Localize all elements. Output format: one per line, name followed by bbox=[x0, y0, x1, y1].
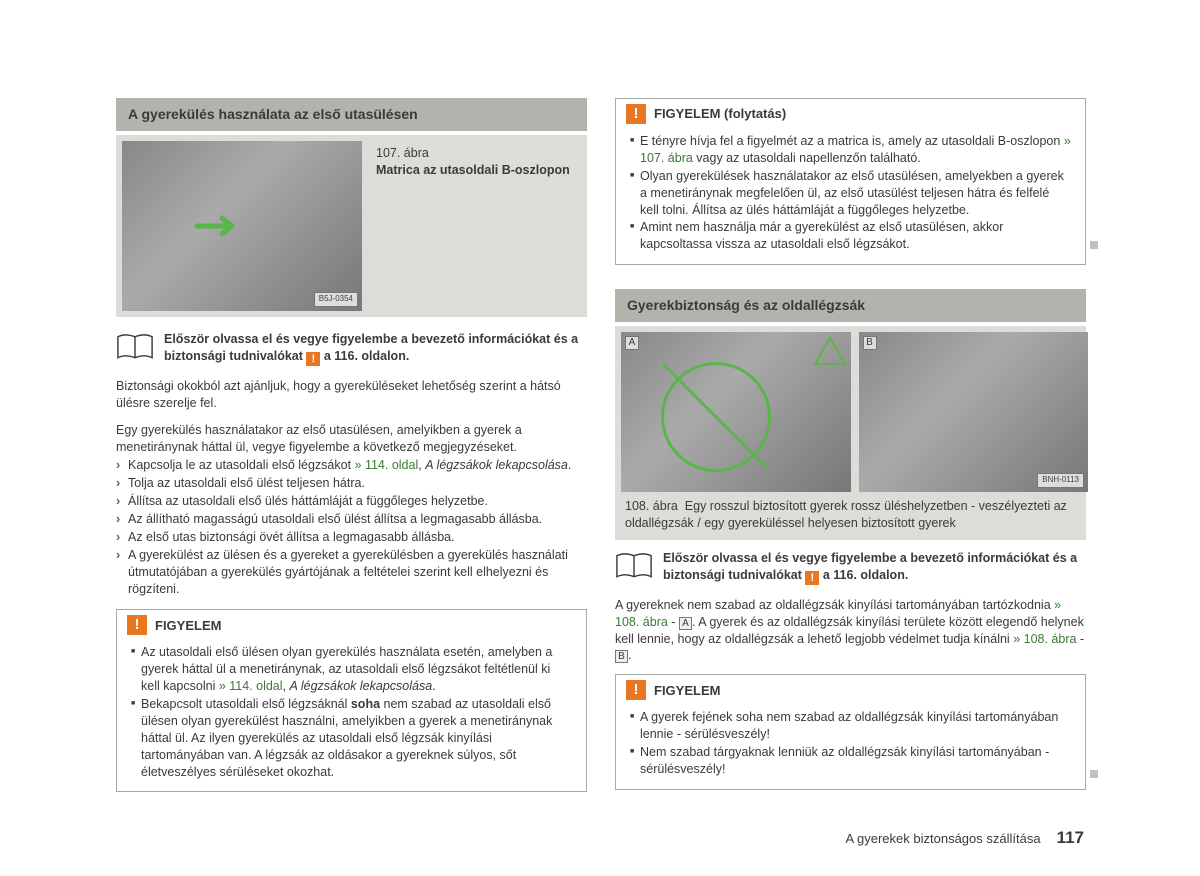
page-footer: A gyerekek biztonságos szállítása 117 bbox=[845, 827, 1084, 850]
book-icon bbox=[615, 552, 653, 585]
letter-box-a: A bbox=[679, 617, 692, 630]
warn-icon: ! bbox=[306, 352, 320, 366]
list-item: ›Kapcsolja le az utasoldali első légzsák… bbox=[116, 457, 587, 474]
warn-item: Az utasoldali első ülésen olyan gyerekül… bbox=[131, 644, 572, 695]
warn-item: A gyerek fejének soha nem szabad az olda… bbox=[630, 709, 1071, 743]
warn-cont-body: E tényre hívja fel a figyelmét az a matr… bbox=[616, 129, 1085, 264]
warn-item: Olyan gyerekülések használatakor az első… bbox=[630, 168, 1071, 219]
info-callout-2: Először olvassa el és vegye figyelembe a… bbox=[615, 550, 1086, 585]
book-icon bbox=[116, 333, 154, 366]
figure-107-image: B5J-0354 bbox=[122, 141, 362, 311]
figure-107: B5J-0354 107. ábra Matrica az utasoldali… bbox=[116, 135, 587, 317]
warn-header-2: ! FIGYELEM bbox=[616, 675, 1085, 705]
warn-item: Amint nem használja már a gyerekülést az… bbox=[630, 219, 1071, 253]
letter-box-b: B bbox=[615, 650, 628, 663]
letter-b-badge: B bbox=[863, 336, 877, 350]
figure-badge: BNH-0113 bbox=[1037, 473, 1084, 488]
triangle-icon bbox=[813, 336, 847, 366]
figure-108-image-b: B BNH-0113 bbox=[859, 332, 1089, 492]
info-text-1: Először olvassa el és vegye figyelembe a… bbox=[164, 331, 587, 366]
info-text-2: Először olvassa el és vegye figyelembe a… bbox=[663, 550, 1086, 585]
right-column: ! FIGYELEM (folytatás) E tényre hívja fe… bbox=[615, 98, 1086, 800]
warn-icon: ! bbox=[805, 571, 819, 585]
prohibit-icon bbox=[661, 362, 771, 472]
list-item: ›Az első utas biztonsági övét állítsa a … bbox=[116, 529, 587, 546]
figure-108: A B BNH-0113 108. ábra Egy rosszul bizto… bbox=[615, 326, 1086, 540]
letter-a-badge: A bbox=[625, 336, 639, 350]
paragraph-2: Egy gyerekülés használatakor az első uta… bbox=[116, 422, 587, 456]
info-callout-1: Először olvassa el és vegye figyelembe a… bbox=[116, 331, 587, 366]
list-item: ›Az állítható magasságú utasoldali első … bbox=[116, 511, 587, 528]
instruction-list: ›Kapcsolja le az utasoldali első légzsák… bbox=[116, 457, 587, 597]
warn-icon: ! bbox=[626, 680, 646, 700]
footer-text: A gyerekek biztonságos szállítása bbox=[845, 830, 1040, 848]
warn-item: E tényre hívja fel a figyelmét az a matr… bbox=[630, 133, 1071, 167]
warn-item: Nem szabad tárgyaknak lenniük az oldallé… bbox=[630, 744, 1071, 778]
paragraph-1: Biztonsági okokból azt ajánljuk, hogy a … bbox=[116, 378, 587, 412]
warn-header-1: ! FIGYELEM bbox=[117, 610, 586, 640]
figure-badge: B5J-0354 bbox=[314, 292, 358, 307]
warn-header-cont: ! FIGYELEM (folytatás) bbox=[616, 99, 1085, 129]
end-marker bbox=[1090, 770, 1098, 778]
section-header-1: A gyerekülés használata az első utasülés… bbox=[116, 98, 587, 131]
list-item: ›Tolja az utasoldali első ülést teljesen… bbox=[116, 475, 587, 492]
page-number: 117 bbox=[1057, 827, 1084, 850]
warn-item: Bekapcsolt utasoldali első légzsáknál so… bbox=[131, 696, 572, 780]
section-header-2: Gyerekbiztonság és az oldallégzsák bbox=[615, 289, 1086, 322]
warn-body-2: A gyerek fejének soha nem szabad az olda… bbox=[616, 705, 1085, 789]
paragraph-3: A gyereknek nem szabad az oldallégzsák k… bbox=[615, 597, 1086, 665]
end-marker bbox=[1090, 241, 1098, 249]
warn-icon: ! bbox=[626, 104, 646, 124]
warn-box-2: ! FIGYELEM A gyerek fejének soha nem sza… bbox=[615, 674, 1086, 790]
arrow-icon bbox=[192, 211, 252, 241]
list-item: ›Állítsa az utasoldali első ülés háttáml… bbox=[116, 493, 587, 510]
left-column: A gyerekülés használata az első utasülés… bbox=[116, 98, 587, 800]
figure-108-caption: 108. ábra Egy rosszul biztosított gyerek… bbox=[621, 492, 1080, 532]
figure-107-caption: 107. ábra Matrica az utasoldali B-oszlop… bbox=[376, 141, 570, 311]
list-item: ›A gyerekülést az ülésen és a gyereket a… bbox=[116, 547, 587, 598]
warn-box-cont: ! FIGYELEM (folytatás) E tényre hívja fe… bbox=[615, 98, 1086, 265]
warn-icon: ! bbox=[127, 615, 147, 635]
warn-body-1: Az utasoldali első ülésen olyan gyerekül… bbox=[117, 640, 586, 791]
warn-box-1: ! FIGYELEM Az utasoldali első ülésen oly… bbox=[116, 609, 587, 792]
figure-108-image-a: A bbox=[621, 332, 851, 492]
